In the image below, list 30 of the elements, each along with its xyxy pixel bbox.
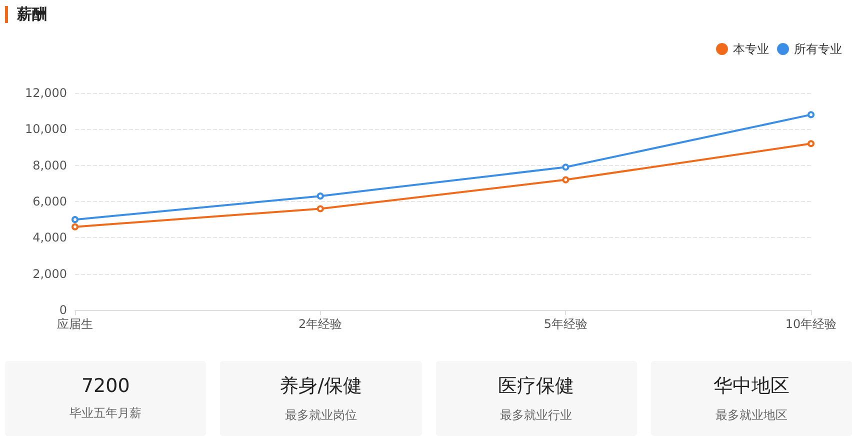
point xyxy=(72,216,78,224)
point xyxy=(316,192,324,200)
text: 最多就业岗位 xyxy=(284,407,357,424)
point xyxy=(562,176,570,184)
legend-label: 本专业 xyxy=(733,42,769,56)
y-tick-label: 6,000 xyxy=(32,194,67,208)
chart-title: 薪酬 xyxy=(17,4,47,24)
x-tick-label: 应届生 xyxy=(57,317,93,331)
point xyxy=(808,111,814,118)
x-tick-label: 2年经验 xyxy=(298,317,342,331)
y-tick-label: 10,000 xyxy=(25,122,67,136)
point xyxy=(72,223,78,230)
y-tick-label: 2,000 xyxy=(32,266,67,281)
x-tick-label: 10年经验 xyxy=(785,317,837,331)
text: 7200 xyxy=(81,375,130,397)
point xyxy=(808,140,814,148)
point xyxy=(316,205,324,212)
y-tick-label: 4,000 xyxy=(32,230,67,245)
legend-label: 所有专业 xyxy=(794,42,842,56)
text: 最多就业地区 xyxy=(715,407,788,424)
point xyxy=(562,164,570,171)
text: 最多就业行业 xyxy=(500,407,572,424)
text: 华中地区 xyxy=(713,374,790,399)
y-tick-label: 12,000 xyxy=(25,86,67,100)
x-tick-label: 5年经验 xyxy=(544,317,588,331)
y-tick-label: 0 xyxy=(59,303,67,317)
y-tick-label: 8,000 xyxy=(32,158,67,172)
text: 养身/保健 xyxy=(280,374,362,399)
text: 毕业五年月薪 xyxy=(70,405,142,422)
text: 医疗保健 xyxy=(498,374,574,399)
